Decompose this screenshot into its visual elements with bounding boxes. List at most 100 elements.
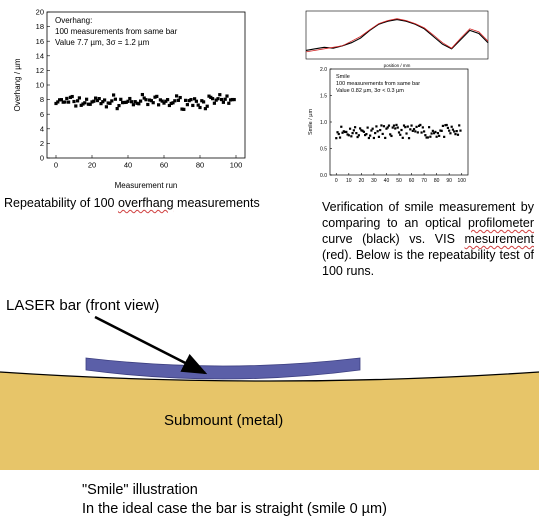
smile-point [435, 135, 438, 138]
y-tick-label: 8 [40, 95, 44, 104]
smile-point [404, 126, 407, 129]
smile-point [431, 129, 434, 132]
smile-point [458, 124, 461, 127]
overhang-point [54, 101, 58, 106]
overhang-point [106, 101, 110, 105]
overhang-point [203, 107, 207, 111]
overhang-point [229, 98, 233, 102]
overhang-point [68, 95, 72, 99]
smile-point [441, 124, 445, 128]
overhang-point [135, 101, 139, 105]
smile-point [439, 129, 442, 132]
x-tick-label: 80 [434, 178, 440, 184]
smile-point [355, 131, 358, 135]
overhang-point [59, 98, 63, 102]
smile-point [352, 129, 355, 132]
misspelled-word: profilometer [468, 216, 534, 230]
x-tick-label: 60 [160, 161, 168, 170]
smile-point [360, 129, 363, 132]
overhang-point [58, 98, 62, 102]
overhang-point [119, 97, 123, 101]
smile-point [426, 136, 429, 139]
overhang-point [74, 104, 78, 108]
overhang-point [151, 101, 155, 105]
smile-point [367, 136, 370, 140]
overhang-point [216, 97, 220, 101]
overhang-point [149, 99, 153, 103]
overhang-point [184, 98, 188, 102]
x-tick-label: 100 [230, 161, 243, 170]
smile-point [345, 130, 348, 134]
overhang-point [117, 103, 121, 108]
overhang-point [130, 100, 134, 104]
laser-bar-shape [85, 357, 361, 380]
smile-point [445, 123, 448, 127]
x-tick-label: 0 [54, 161, 58, 170]
smile-point [376, 130, 379, 133]
x-tick-label: 90 [446, 178, 452, 184]
overhang-point [171, 101, 175, 105]
overhang-point [95, 98, 99, 103]
y-tick-label: 20 [36, 8, 44, 17]
smile-annotation-line-2: 100 measurements from same bar [336, 81, 420, 87]
smile-point [362, 130, 365, 133]
submount-shape [0, 372, 539, 470]
overhang-point [191, 103, 195, 108]
overhang-point [144, 98, 148, 102]
x-tick-label: 20 [88, 161, 96, 170]
smile-point [391, 126, 394, 129]
x-tick-label: 0 [335, 178, 338, 184]
x-tick-label: 70 [421, 178, 427, 184]
smile-point [405, 132, 408, 135]
smile-point [382, 125, 386, 128]
smile-point [341, 131, 344, 134]
smile-point [384, 136, 387, 140]
x-tick-label: 20 [359, 178, 365, 184]
overhang-point [196, 103, 200, 107]
overhang-point [115, 106, 119, 111]
smile-chart: 0 10 20 30 40 50 60 70 80 90 100 0.0 0.5 1.0 1.5 2.0 Sm… [308, 67, 469, 184]
smile-point [433, 132, 436, 135]
overhang-point [189, 98, 193, 102]
smile-point [454, 133, 457, 136]
smile-point [421, 126, 424, 129]
smile-point [364, 133, 367, 137]
smile-point [374, 131, 377, 135]
overhang-point [104, 105, 108, 109]
y-tick-label: 10 [36, 81, 44, 90]
overhang-point [166, 98, 170, 102]
smile-point [436, 132, 439, 135]
overhang-point [175, 94, 179, 98]
overhang-point [142, 96, 146, 100]
smile-point [350, 135, 353, 138]
overhang-point [63, 100, 67, 104]
overhang-point [157, 103, 161, 107]
smile-point [443, 135, 446, 138]
smile-point [412, 128, 416, 131]
smile-point [415, 125, 418, 128]
smile-point [386, 126, 389, 129]
y-tick-label: 1.0 [320, 120, 327, 126]
smile-point [456, 133, 460, 136]
smile-point [407, 137, 411, 140]
smile-point [406, 125, 409, 128]
smile-point [397, 131, 401, 134]
overhang-point [67, 100, 71, 104]
smile-annotation-line-1: Smile [336, 74, 350, 80]
overhang-point [101, 100, 105, 104]
smile-point [400, 128, 403, 132]
overhang-caption: Repeatability of 100 overfhang measureme… [4, 196, 260, 210]
smile-point [343, 130, 347, 134]
overhang-point [153, 95, 157, 99]
overhang-point [227, 101, 231, 105]
smile-illustration [0, 315, 539, 470]
overhang-point [97, 97, 101, 101]
x-tick-label: 40 [384, 178, 390, 184]
overhang-point [124, 100, 128, 104]
overhang-plot-frame [46, 11, 246, 159]
smile-point [369, 134, 372, 137]
smile-point [449, 132, 452, 135]
smile-point [356, 135, 359, 139]
y-tick-label: 6 [40, 110, 44, 119]
